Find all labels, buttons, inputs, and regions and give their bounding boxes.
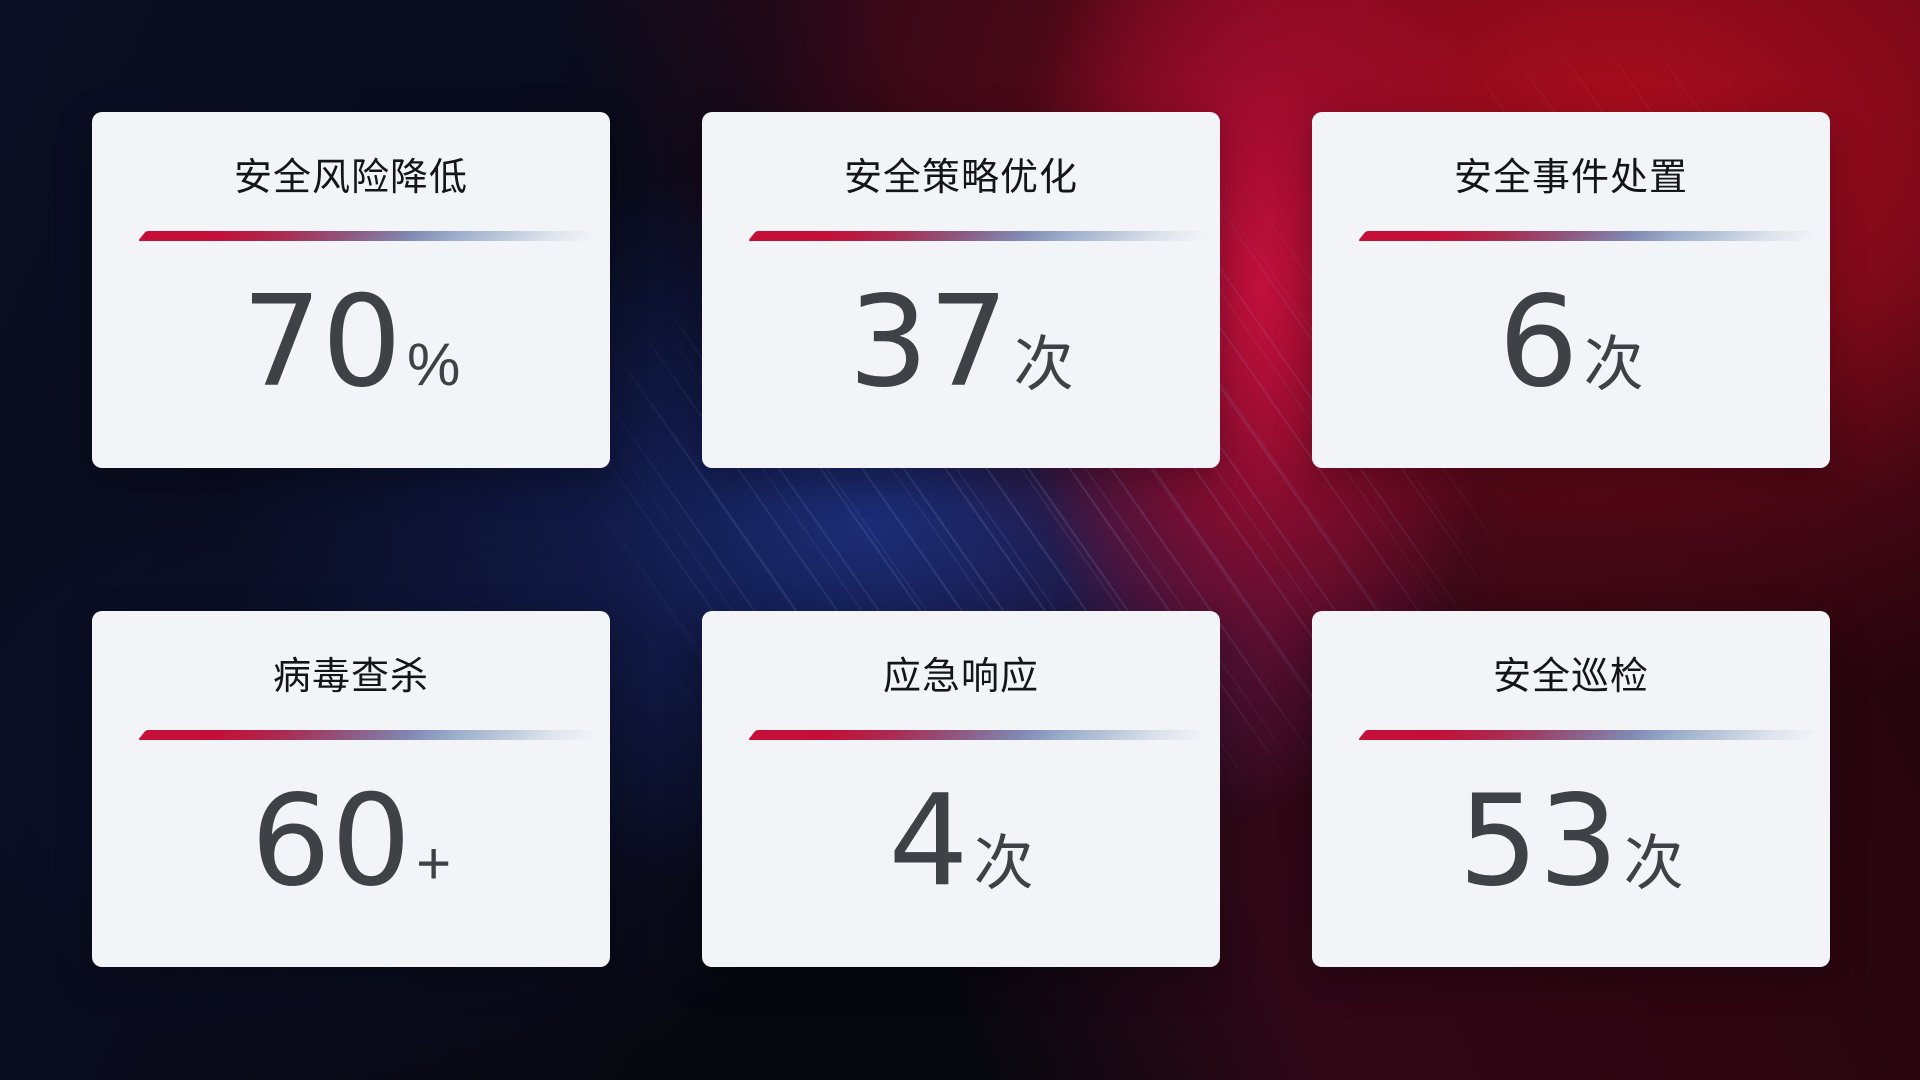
stat-unit: 次 (1623, 830, 1684, 897)
card-title: 应急响应 (882, 656, 1039, 698)
stat-number: 4 (888, 767, 969, 914)
stat-value: 70 % (92, 279, 610, 405)
stat-unit: 次 (1013, 331, 1074, 398)
stat-unit: % (406, 331, 461, 398)
stat-value: 4 次 (702, 778, 1220, 904)
stat-number: 60 (250, 767, 412, 914)
stat-card-incident-handling: 安全事件处置 6 次 (1312, 112, 1830, 468)
stat-card-security-inspection: 安全巡检 53 次 (1312, 611, 1830, 967)
stat-value: 60 + (92, 778, 610, 904)
stat-number: 53 (1458, 767, 1619, 914)
card-title: 安全事件处置 (1453, 157, 1688, 199)
stat-unit: 次 (973, 830, 1034, 897)
stat-value: 6 次 (1312, 279, 1830, 405)
stat-card-virus-scan: 病毒查杀 60 + (92, 611, 610, 967)
stat-number: 70 (241, 268, 402, 415)
stat-number: 6 (1498, 268, 1579, 415)
gradient-divider (137, 231, 610, 241)
gradient-divider (1357, 231, 1830, 241)
stat-number: 37 (848, 268, 1009, 415)
card-title: 病毒查杀 (272, 656, 429, 698)
card-title: 安全策略优化 (843, 157, 1078, 199)
stat-unit: + (416, 830, 452, 897)
stat-value: 53 次 (1312, 778, 1830, 904)
stat-card-risk-reduction: 安全风险降低 70 % (92, 112, 610, 468)
stat-value: 37 次 (702, 279, 1220, 405)
stats-grid: 安全风险降低 70 % 安全策略优化 37 次 安全事件处置 6 次 病毒查杀 … (92, 112, 1830, 967)
card-title: 安全风险降低 (233, 157, 468, 199)
gradient-divider (747, 730, 1220, 740)
gradient-divider (747, 231, 1220, 241)
gradient-divider (137, 730, 610, 740)
stat-card-policy-optimization: 安全策略优化 37 次 (702, 112, 1220, 468)
gradient-divider (1357, 730, 1830, 740)
card-title: 安全巡检 (1492, 656, 1649, 698)
stat-card-emergency-response: 应急响应 4 次 (702, 611, 1220, 967)
stat-unit: 次 (1583, 331, 1644, 398)
